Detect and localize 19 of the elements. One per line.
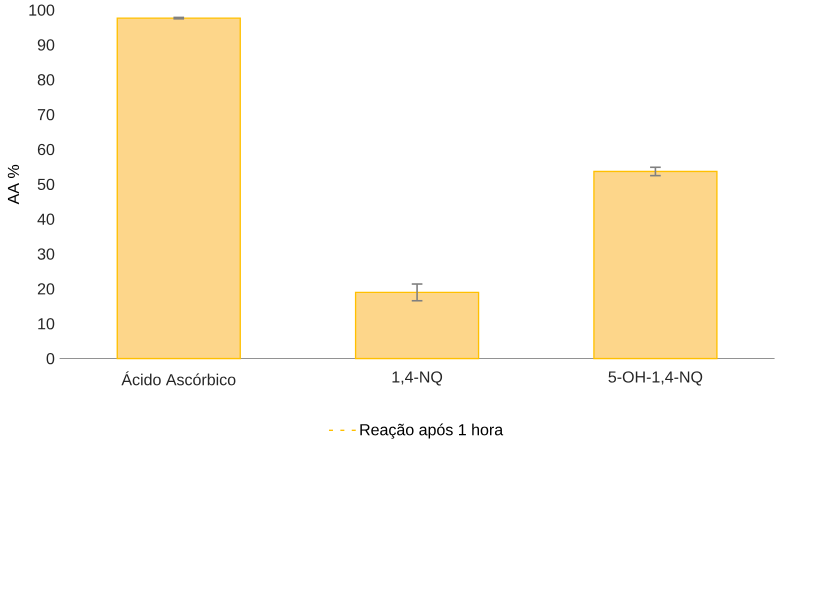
x-tick-label: 5-OH-1,4-NQ (608, 372, 702, 386)
bar (354, 292, 480, 360)
y-tick-label: 80 (38, 74, 54, 86)
bar (116, 18, 241, 360)
y-axis-title: AA % (8, 165, 20, 205)
bar (593, 170, 718, 360)
y-tick-label: 100 (29, 4, 54, 16)
y-tick-label: 60 (38, 144, 54, 156)
y-tick-label: 70 (38, 109, 54, 120)
y-tick-label: 90 (38, 39, 54, 51)
legend-label: Reação após 1 hora (360, 424, 504, 439)
y-tick-label: 20 (38, 283, 54, 295)
y-tick-label: 10 (38, 318, 54, 330)
y-tick-label: 0 (46, 353, 54, 364)
y-tick-label: 30 (38, 248, 54, 260)
y-tick-label: 40 (37, 214, 54, 226)
x-tick-label: 1,4-NQ (392, 372, 442, 386)
x-tick-label: Ácido Ascórbico (121, 372, 236, 386)
y-tick-label: 50 (38, 178, 54, 190)
